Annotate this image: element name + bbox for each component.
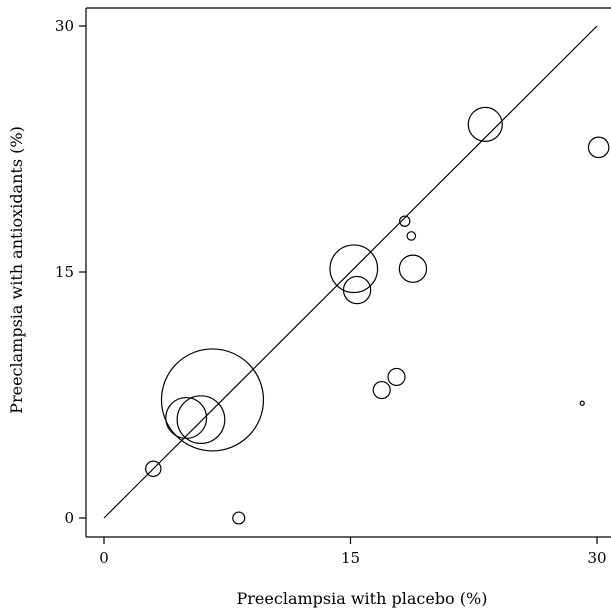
x-tick-label: 15	[341, 549, 360, 567]
y-tick-label: 15	[55, 263, 74, 281]
data-point	[165, 396, 208, 439]
data-point	[406, 231, 417, 241]
data-point	[232, 511, 246, 525]
data-point	[176, 395, 226, 445]
data-point	[579, 400, 585, 406]
data-point	[329, 244, 379, 294]
data-point	[342, 275, 372, 305]
data-point	[372, 380, 391, 400]
x-axis-title: Preeclampsia with placebo (%)	[237, 589, 488, 608]
data-point	[160, 348, 265, 452]
data-point	[399, 215, 411, 227]
y-axis-title: Preeclampsia with antioxidants (%)	[7, 126, 26, 414]
x-tick-label: 30	[587, 549, 606, 567]
y-tick-label: 0	[64, 509, 74, 527]
identity-line	[103, 25, 598, 519]
data-point	[467, 106, 503, 143]
y-tick-label: 30	[55, 17, 74, 35]
data-point	[145, 460, 162, 478]
data-point	[587, 136, 610, 159]
data-point	[387, 367, 406, 387]
plot-area: 0 15 30 0 15 30	[55, 7, 611, 567]
x-tick-label: 0	[99, 549, 109, 567]
data-point	[398, 254, 428, 283]
